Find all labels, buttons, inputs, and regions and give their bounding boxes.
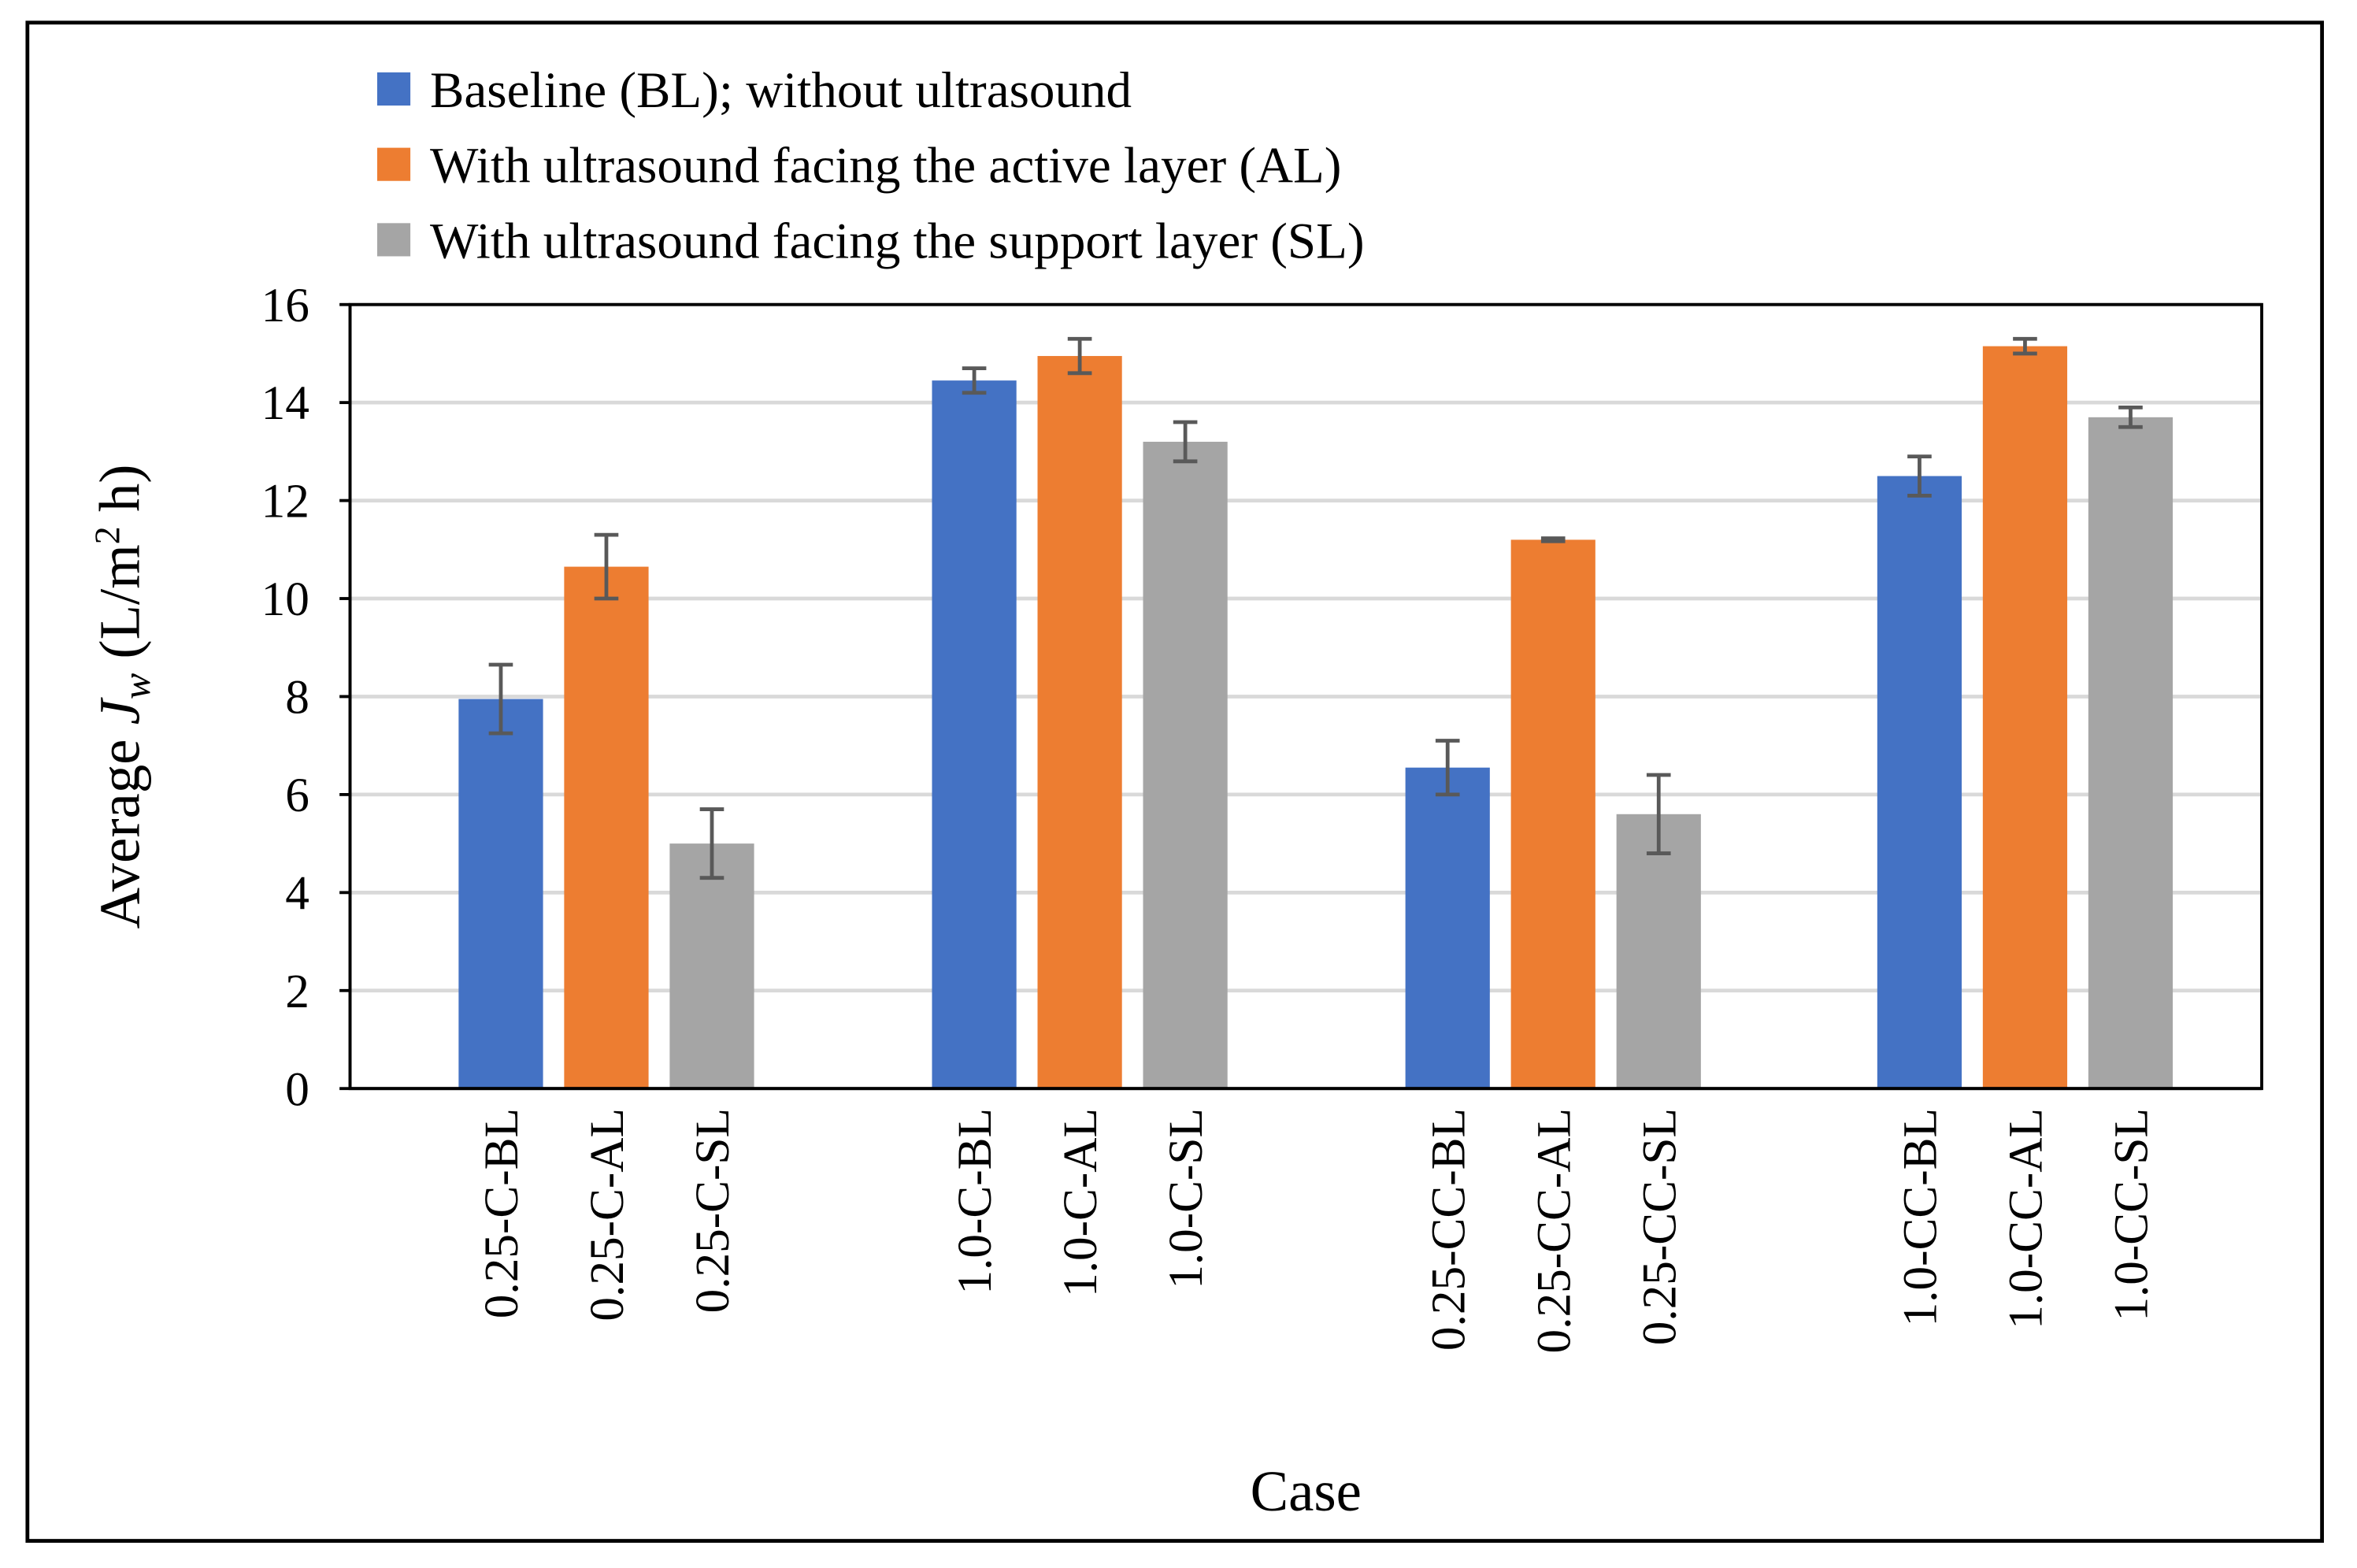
y-title-unit-end: h)	[88, 464, 152, 526]
bar	[564, 566, 649, 1089]
x-tick-label: 1.0-C-BL	[948, 1108, 1002, 1294]
bar	[669, 843, 754, 1089]
y-title-superscript: 2	[87, 526, 128, 544]
x-tick-label: 0.25-CC-SL	[1632, 1108, 1686, 1345]
y-title-unit: (L/m	[88, 544, 152, 673]
bar	[2088, 417, 2174, 1089]
legend-swatch	[376, 72, 411, 106]
plot-border	[348, 302, 2263, 1091]
y-tick-label: 8	[285, 671, 309, 725]
y-tick-label: 16	[261, 279, 309, 332]
bar	[1510, 539, 1595, 1089]
x-tick-label: 1.0-CC-BL	[1893, 1108, 1947, 1326]
x-tick-label: 1.0-C-AL	[1054, 1108, 1107, 1297]
y-title-prefix: Average	[88, 725, 152, 929]
x-tick-label: 0.25-C-AL	[580, 1108, 634, 1321]
y-tick-label: 2	[285, 965, 309, 1018]
y-tick-label: 6	[285, 769, 309, 822]
y-tick-label: 0	[285, 1062, 309, 1116]
y-tick-label: 10	[261, 573, 309, 626]
y-tick-label: 12	[261, 475, 309, 528]
legend-label: With ultrasound facing the active layer …	[430, 138, 1342, 195]
x-axis-title: Case	[1251, 1459, 1362, 1523]
x-tick-label: 0.25-CC-AL	[1527, 1108, 1581, 1353]
legend-swatch	[376, 223, 411, 257]
y-title-symbol: J	[88, 696, 152, 725]
x-tick-label: 1.0-CC-AL	[1999, 1108, 2053, 1329]
x-tick-label: 0.25-C-BL	[475, 1108, 528, 1318]
bar	[1982, 346, 2068, 1089]
x-tick-label: 1.0-CC-SL	[2105, 1108, 2159, 1321]
x-tick-label: 0.25-CC-BL	[1421, 1108, 1475, 1351]
bar	[458, 699, 543, 1089]
y-title-subscript: w	[115, 673, 158, 699]
x-tick-label: 1.0-C-SL	[1159, 1108, 1213, 1289]
legend-label: Baseline (BL); without ultrasound	[430, 62, 1132, 119]
y-tick-label: 4	[285, 866, 309, 920]
bar	[932, 380, 1017, 1089]
legend-label: With ultrasound facing the support layer…	[430, 213, 1365, 269]
y-tick-label: 14	[261, 376, 309, 430]
bar	[1143, 441, 1228, 1089]
bar	[1616, 814, 1701, 1089]
bar	[1037, 356, 1122, 1089]
x-tick-label: 0.25-C-SL	[686, 1108, 739, 1313]
legend-swatch	[376, 147, 411, 181]
y-axis-title: Average Jw (L/m2 h)	[87, 464, 158, 929]
bar	[1877, 476, 1962, 1089]
bar	[1405, 767, 1490, 1089]
